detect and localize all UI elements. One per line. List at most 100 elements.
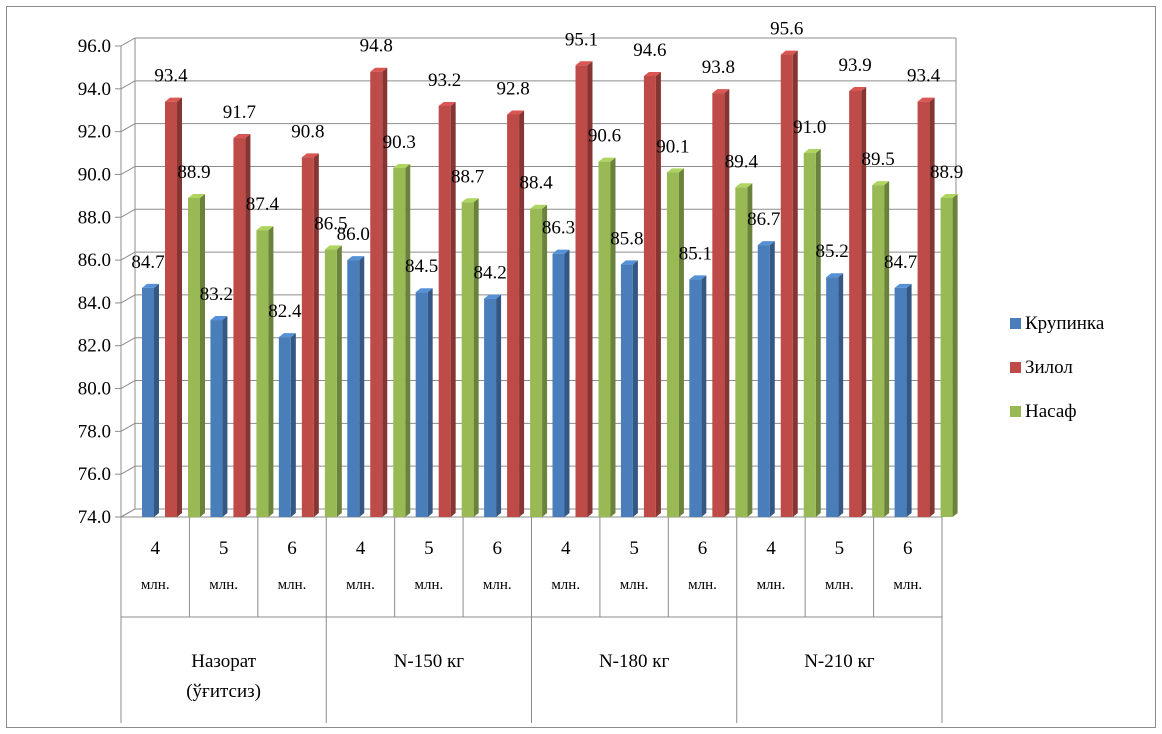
bar-side <box>290 333 296 517</box>
data-label: 90.1 <box>656 136 689 157</box>
bar-top <box>780 50 798 55</box>
data-label: 85.8 <box>610 228 643 249</box>
data-label: 89.4 <box>725 151 759 172</box>
bar-side <box>861 86 867 517</box>
bar-Зилол <box>849 90 862 517</box>
gridline-side <box>120 294 136 304</box>
data-label: 93.4 <box>154 66 188 87</box>
bar-top <box>461 198 479 203</box>
data-labels: 84.7 93.4 88.9 83.2 91.7 87.4 82.4 90.8 86.586.0… <box>131 19 963 323</box>
bar-side <box>769 241 775 517</box>
category-label: 6 <box>493 538 503 559</box>
data-label: 82.4 <box>268 301 302 322</box>
y-tick-label: 90.0 <box>78 164 111 185</box>
bar-top <box>370 67 388 72</box>
category-label: 6 <box>903 538 913 559</box>
bar-Зилол <box>370 71 383 517</box>
legend: Крупинка Зилол Насаф <box>1010 313 1105 422</box>
category-unit-label: млн. <box>688 577 717 593</box>
y-tick-label: 96.0 <box>78 36 111 57</box>
y-tick-label: 94.0 <box>78 79 111 100</box>
y-tick-label: 78.0 <box>78 421 111 442</box>
category-label: 6 <box>698 538 708 559</box>
category-unit-label: млн. <box>757 577 786 593</box>
data-label: 90.3 <box>383 132 416 153</box>
data-label: 93.8 <box>702 57 735 78</box>
bar-Крупинка <box>620 264 633 517</box>
bar-Насаф <box>940 198 953 517</box>
bar-chart: 74.0 76.0 78.0 80.0 82.0 84.0 86.0 88.0 90.0 92.0… <box>78 19 1105 723</box>
category-axis: 4 млн. 5 млн. 6 млн. Назорат (ўғитсиз) 4 млн. 5 млн… <box>120 517 943 723</box>
bar-Крупинка <box>484 298 497 517</box>
data-label: 93.9 <box>839 55 872 76</box>
data-label: 84.2 <box>473 263 506 284</box>
category-unit-label: млн. <box>209 577 238 593</box>
data-label: 89.5 <box>862 149 895 170</box>
category-label: 4 <box>766 538 776 559</box>
category-unit-label: млн. <box>346 577 375 593</box>
gridline-side <box>120 380 136 389</box>
gridline-side <box>120 422 136 432</box>
category-label: 5 <box>835 538 845 559</box>
data-label: 86.0 <box>337 224 370 245</box>
data-label: 93.4 <box>907 66 941 87</box>
y-tick-label: 74.0 <box>78 507 111 528</box>
category-label: 4 <box>150 538 160 559</box>
bar-top <box>666 168 684 173</box>
data-label: 91.7 <box>223 102 256 123</box>
gridline-side <box>120 465 136 475</box>
bar-Зилол <box>575 65 588 517</box>
bar-Крупинка <box>689 279 702 517</box>
bar-Насаф <box>872 185 885 517</box>
data-label: 94.6 <box>633 40 666 61</box>
bar-side <box>724 89 730 517</box>
bar-top <box>530 204 548 209</box>
data-label: 90.6 <box>588 126 621 147</box>
gridline-side <box>120 37 136 47</box>
bar-Зилол <box>233 138 246 518</box>
bar-top <box>940 194 958 199</box>
data-label: 86.3 <box>542 218 575 239</box>
bar-Крупинка <box>210 320 223 517</box>
bar-top <box>301 153 319 158</box>
bar-side <box>747 183 753 518</box>
bar-side <box>564 249 570 517</box>
data-label: 88.4 <box>519 173 553 194</box>
bar-top <box>210 316 228 321</box>
group-label: N-180 кг <box>599 651 670 672</box>
bar-side <box>359 256 365 517</box>
gridline-side <box>120 166 136 175</box>
bar-top <box>438 101 456 106</box>
bar-side <box>884 181 890 517</box>
bar-side <box>177 97 182 517</box>
bar-top <box>142 283 159 288</box>
y-tick-label: 82.0 <box>78 336 111 357</box>
bar-side <box>678 168 684 517</box>
gridline-side <box>120 208 136 218</box>
category-unit-label: млн. <box>141 577 170 593</box>
bar-side <box>519 110 525 517</box>
y-tick-label: 92.0 <box>78 122 111 143</box>
bar-side <box>200 194 205 517</box>
y-tick-label: 76.0 <box>78 464 111 485</box>
bar-Насаф <box>324 249 337 518</box>
data-label: 88.9 <box>930 162 963 183</box>
bar-side <box>815 149 821 517</box>
group-label: N-150 кг <box>394 651 465 672</box>
data-label: 87.4 <box>246 194 280 215</box>
group-label: Назорат <box>191 651 256 672</box>
data-label: 84.7 <box>131 252 164 273</box>
bar-top <box>233 134 251 139</box>
bar-side <box>792 50 798 518</box>
bar-side <box>587 61 593 517</box>
bar-top <box>757 241 775 246</box>
legend-label: Насаф <box>1025 401 1077 422</box>
bar-Крупинка <box>278 337 291 517</box>
bar-Крупинка <box>826 277 839 517</box>
bar-top <box>347 256 365 261</box>
data-label: 83.2 <box>200 284 233 305</box>
bar-side <box>427 288 433 517</box>
bar-side <box>313 153 319 517</box>
data-label: 95.6 <box>770 19 803 40</box>
bar-top <box>552 249 570 254</box>
